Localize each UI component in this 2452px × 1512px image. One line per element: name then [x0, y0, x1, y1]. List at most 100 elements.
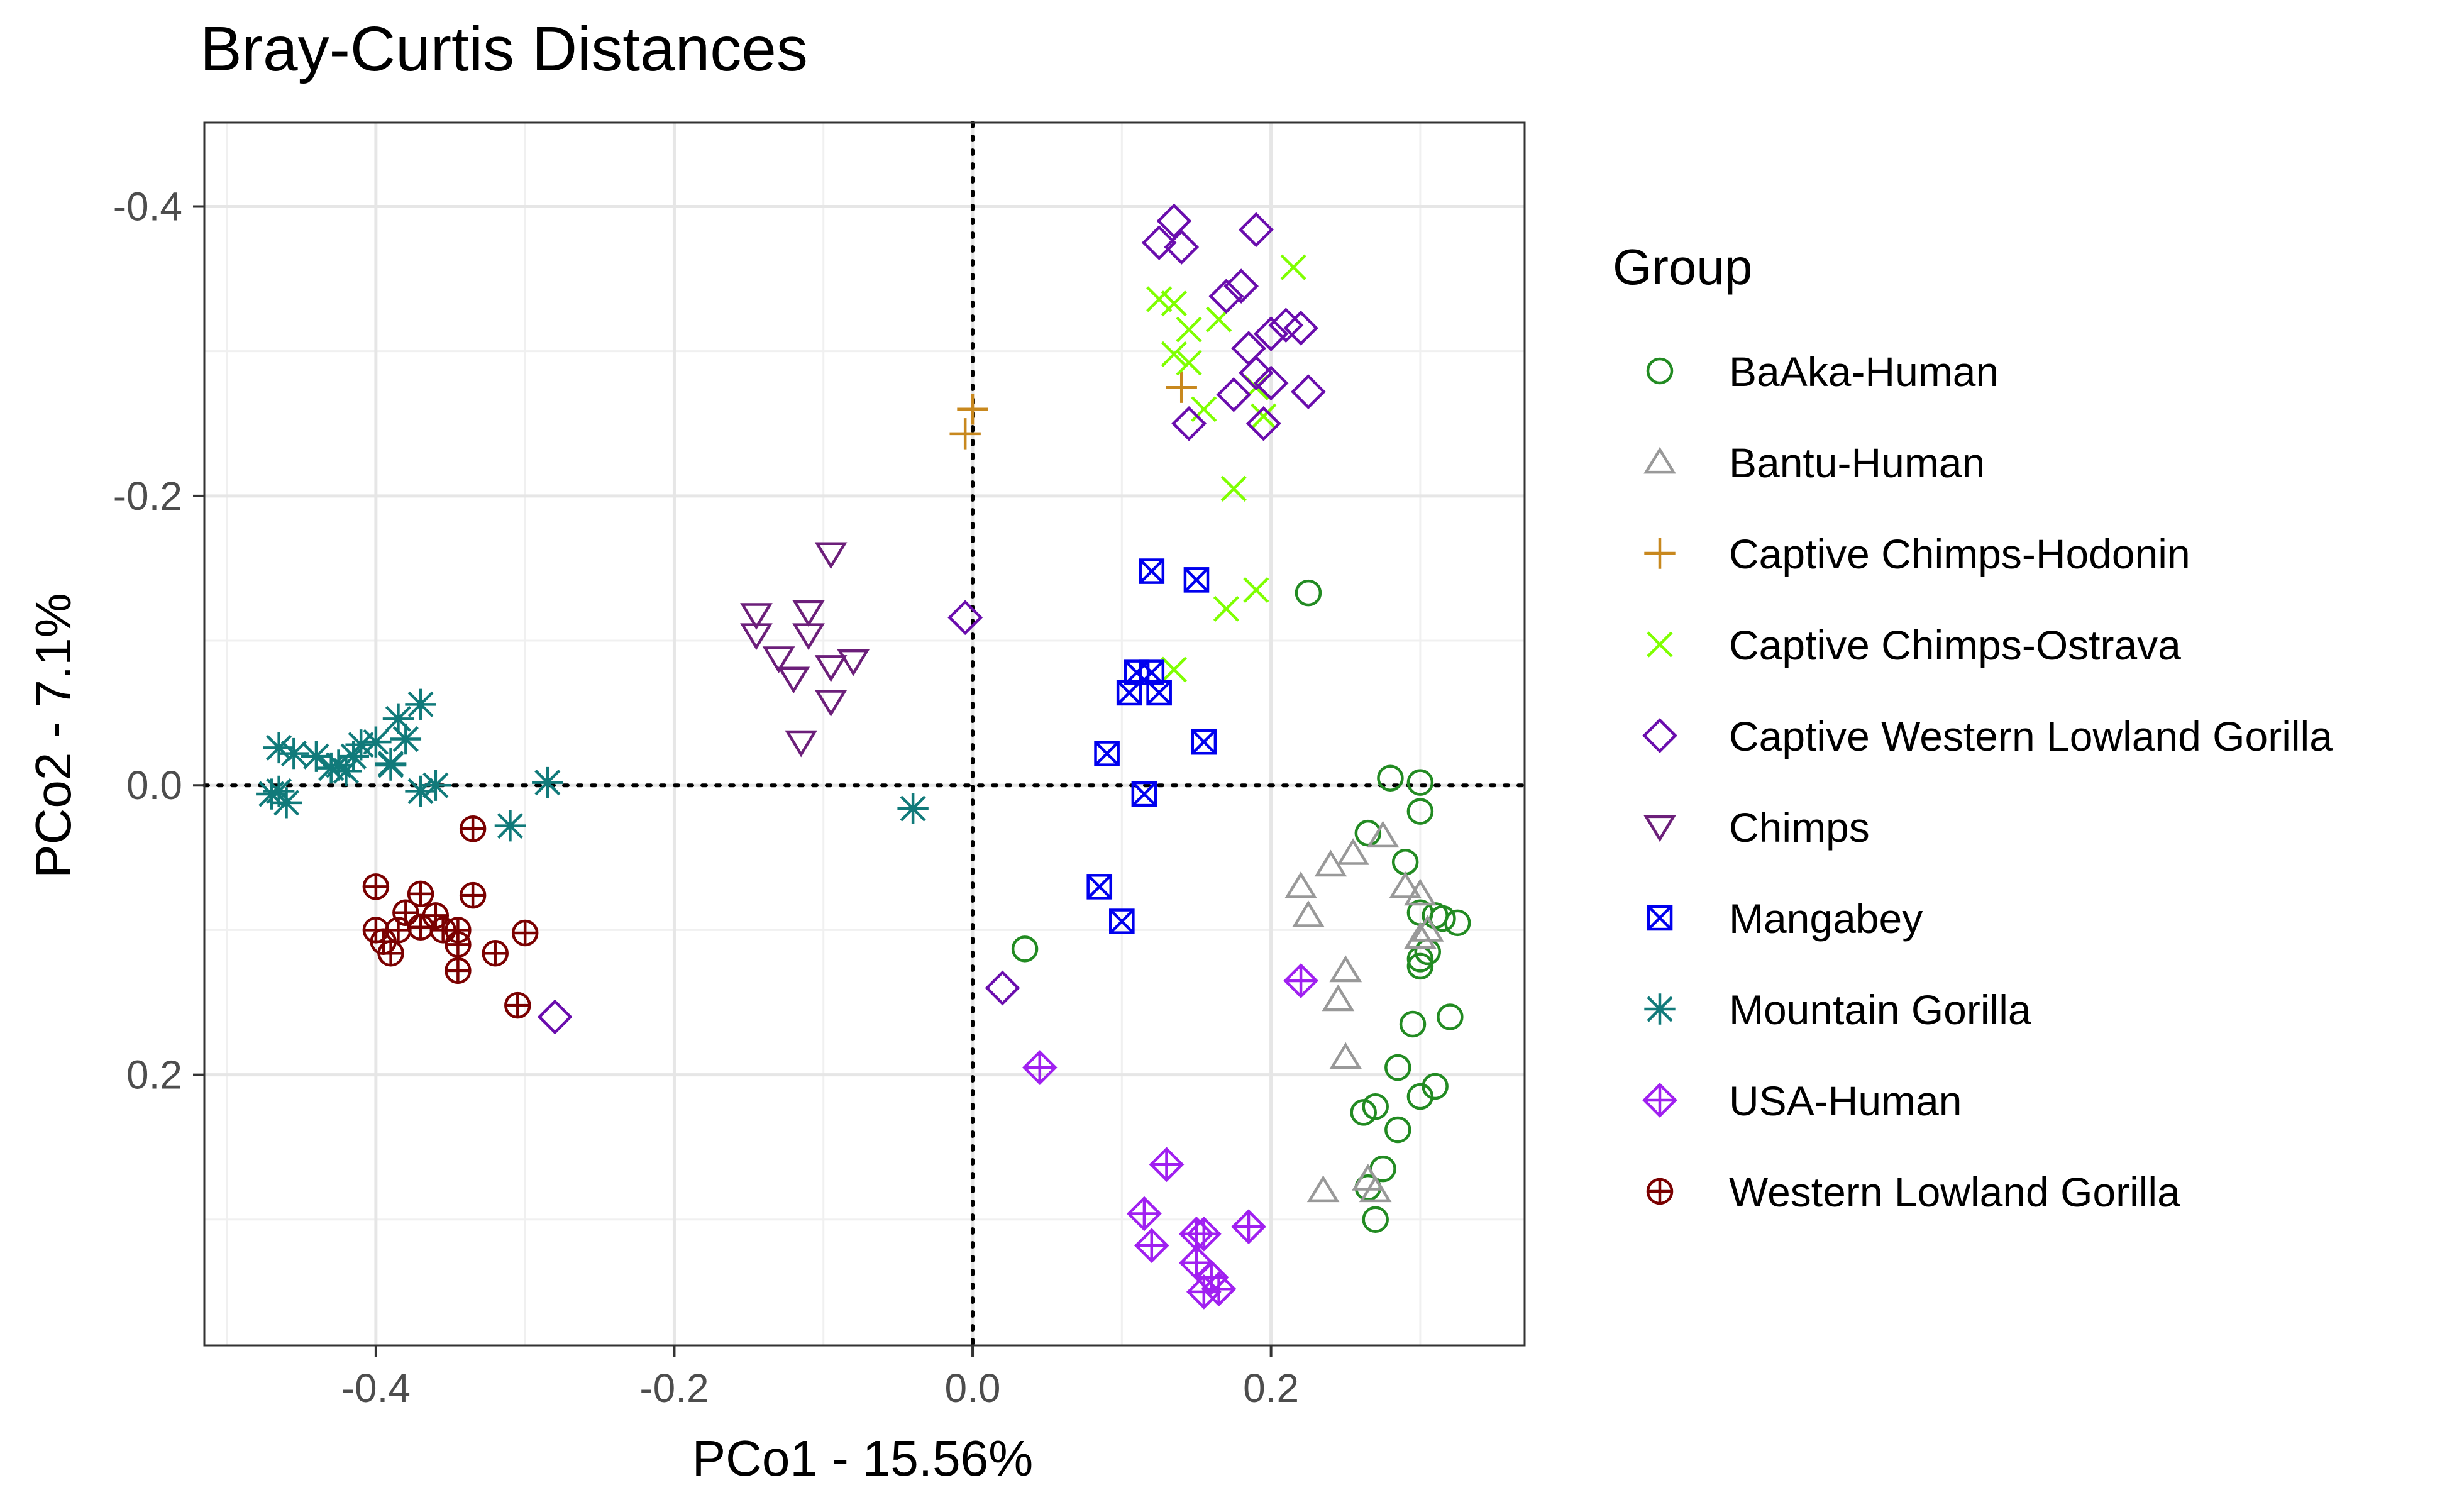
legend-label: Mangabey — [1729, 895, 1923, 942]
data-point — [1191, 396, 1217, 422]
data-point — [897, 793, 929, 824]
data-point — [1166, 372, 1197, 403]
data-point — [1146, 286, 1173, 312]
data-point — [278, 737, 310, 770]
y-tick-label: 0.2 — [126, 1052, 182, 1098]
data-point — [1245, 406, 1281, 441]
data-point — [532, 766, 563, 798]
chart-title: Bray-Curtis Distances — [200, 14, 808, 84]
panel-border — [203, 121, 1526, 1347]
legend-item: Mangabey — [1647, 895, 1923, 942]
data-point — [814, 690, 848, 717]
data-point — [957, 394, 988, 425]
legend-key — [1647, 905, 1673, 931]
data-point — [777, 666, 810, 694]
data-point — [1243, 577, 1269, 604]
data-point — [256, 778, 287, 810]
data-point — [792, 623, 825, 651]
legend-key — [1646, 357, 1674, 385]
data-point — [1127, 1196, 1162, 1232]
data-point — [445, 957, 472, 985]
data-point — [1134, 1228, 1169, 1264]
data-point — [1406, 1083, 1434, 1110]
data-point — [1131, 781, 1157, 807]
data-point — [1437, 1003, 1464, 1030]
series-western-lowland-gorilla — [362, 815, 539, 1019]
data-point — [1404, 878, 1437, 906]
y-tick-label: -0.2 — [113, 473, 182, 519]
data-point — [1238, 212, 1274, 248]
data-point — [345, 729, 377, 761]
data-point — [1201, 1271, 1237, 1307]
series-bantu-human — [1284, 820, 1444, 1203]
legend-label: BaAka-Human — [1729, 348, 1999, 395]
data-point — [740, 623, 773, 651]
data-point — [1171, 406, 1207, 441]
legend-key — [1646, 1178, 1674, 1205]
data-point — [360, 726, 392, 758]
data-point — [1238, 355, 1274, 391]
data-point — [362, 873, 390, 900]
data-point — [1283, 963, 1318, 998]
legend-item: Bantu-Human — [1643, 439, 1985, 486]
data-point — [1220, 475, 1247, 502]
data-point — [1322, 984, 1355, 1012]
data-point — [537, 999, 573, 1035]
legend-title: Group — [1613, 239, 1752, 295]
legend-item: Western Lowland Gorilla — [1646, 1169, 2180, 1215]
legend-label: USA-Human — [1729, 1078, 1962, 1124]
data-point — [1404, 922, 1437, 949]
data-point — [949, 418, 981, 450]
data-point — [1156, 203, 1192, 239]
data-point — [1186, 1216, 1222, 1252]
data-point — [1377, 764, 1404, 792]
series-mangabey — [1086, 558, 1217, 934]
data-point — [1176, 350, 1202, 376]
y-axis-label: PCo2 - 7.1% — [25, 593, 81, 878]
data-point — [494, 810, 526, 842]
legend-label: Captive Chimps-Ostrava — [1729, 622, 2181, 668]
data-point — [407, 880, 434, 908]
data-point — [405, 775, 436, 807]
legend-key — [1644, 538, 1676, 569]
data-point — [1208, 279, 1244, 314]
data-point — [1366, 820, 1400, 848]
legend-key — [1642, 718, 1677, 753]
data-point — [407, 913, 434, 941]
data-point — [762, 646, 795, 673]
data-point — [1191, 729, 1217, 755]
data-point — [1109, 908, 1135, 934]
data-point — [1149, 1147, 1185, 1183]
data-point — [814, 655, 848, 682]
data-point — [330, 755, 362, 786]
series-baaka-human — [1011, 579, 1471, 1233]
data-point — [1422, 1073, 1449, 1100]
data-point — [1384, 1054, 1411, 1081]
data-point — [511, 919, 539, 947]
panel-background — [204, 123, 1525, 1345]
series-captive-western-lowland-gorilla — [537, 203, 1326, 1035]
data-point — [1176, 316, 1202, 343]
data-point — [1253, 316, 1289, 351]
data-point — [1186, 1274, 1222, 1310]
legend-item: USA-Human — [1642, 1078, 1962, 1124]
data-point — [1216, 377, 1252, 412]
data-point — [792, 600, 825, 627]
data-point — [1354, 819, 1382, 847]
data-point — [1164, 229, 1200, 265]
data-point — [1444, 909, 1471, 937]
data-point — [1086, 874, 1113, 900]
data-point — [445, 931, 472, 958]
data-point — [1116, 680, 1142, 706]
data-point — [1306, 1175, 1340, 1203]
legend-label: Western Lowland Gorilla — [1729, 1169, 2180, 1215]
data-point — [420, 770, 451, 801]
data-point — [1295, 579, 1322, 607]
data-point — [1337, 838, 1369, 865]
data-point — [985, 970, 1020, 1006]
data-point — [947, 600, 983, 636]
data-point — [459, 815, 487, 842]
data-point — [1183, 567, 1210, 593]
data-point — [390, 723, 422, 755]
